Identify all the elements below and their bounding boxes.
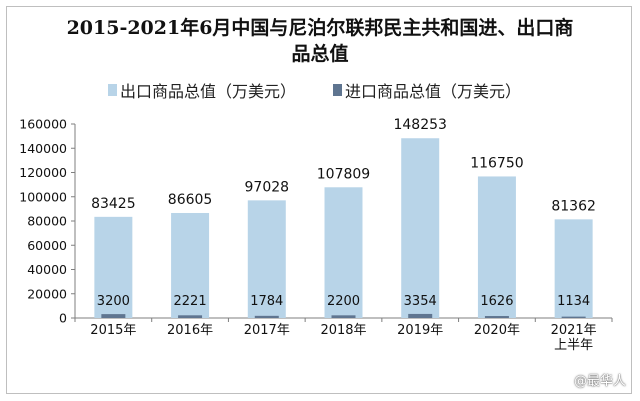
export-bar [171, 212, 210, 318]
import-bar [254, 315, 279, 318]
y-tick-label: 160000 [19, 117, 67, 132]
legend-item-export: 出口商品总值（万美元） [108, 80, 297, 101]
export-bar [554, 219, 593, 318]
y-tick-label: 0 [59, 311, 67, 326]
y-tick-label: 60000 [27, 238, 67, 253]
legend: 出口商品总值（万美元） 进口商品总值（万美元） [0, 80, 640, 101]
import-value-label: 1134 [557, 294, 590, 309]
export-bar [247, 200, 286, 318]
x-category-label: 2018年 [320, 323, 366, 338]
y-tick-label: 80000 [27, 214, 67, 229]
watermark: @最华人 [573, 374, 626, 389]
import-bar [484, 316, 509, 318]
x-category-label: 2021年上半年 [551, 323, 597, 353]
legend-item-import: 进口商品总值（万美元） [333, 80, 522, 101]
export-value-label: 81362 [551, 198, 596, 214]
export-value-label: 86605 [168, 192, 213, 208]
y-tick-label: 40000 [27, 262, 67, 277]
import-bar [408, 313, 433, 318]
x-category-label-line: 上半年 [554, 338, 593, 353]
import-bar [101, 314, 126, 318]
x-category-label: 2016年 [167, 323, 213, 338]
x-category-label: 2015年 [90, 323, 136, 338]
x-category-label: 2017年 [244, 323, 290, 338]
y-tick-label: 20000 [27, 286, 67, 301]
x-category-label-line: 2017年 [244, 323, 290, 338]
export-value-label: 148253 [393, 117, 446, 133]
import-value-label: 3200 [97, 294, 130, 309]
legend-label-import: 进口商品总值（万美元） [345, 82, 522, 101]
import-value-label: 3354 [404, 294, 437, 309]
x-category-label: 2020年 [474, 323, 520, 338]
import-value-label: 1784 [250, 294, 283, 309]
x-category-label-line: 2021年 [551, 323, 597, 338]
x-category-label-line: 2018年 [320, 323, 366, 338]
x-category-label: 2019年 [397, 323, 443, 338]
x-category-label-line: 2016年 [167, 323, 213, 338]
import-bar [331, 315, 356, 318]
y-tick-label: 100000 [19, 189, 67, 204]
export-value-label: 97028 [245, 179, 290, 195]
x-category-label-line: 2019年 [397, 323, 443, 338]
import-value-label: 1626 [480, 294, 513, 309]
chart-title: 2015-2021年6月中国与尼泊尔联邦民主共和国进、出口商 [66, 17, 574, 39]
export-bar [477, 176, 516, 318]
chart-frame [6, 6, 632, 394]
export-bar [401, 138, 440, 318]
legend-swatch-export [108, 84, 117, 96]
import-value-label: 2221 [174, 294, 207, 309]
import-bar [178, 315, 203, 318]
import-bar [561, 316, 586, 318]
legend-swatch-import [333, 84, 342, 96]
legend-label-export: 出口商品总值（万美元） [120, 82, 297, 101]
chart-title-continued: 品总值 [291, 43, 349, 65]
export-bar [324, 187, 363, 318]
export-value-label: 107809 [317, 166, 370, 182]
export-bar [94, 216, 133, 318]
x-category-label-line: 2020年 [474, 323, 520, 338]
x-category-label-line: 2015年 [90, 323, 136, 338]
y-tick-label: 140000 [19, 141, 67, 156]
export-value-label: 116750 [470, 155, 523, 171]
import-value-label: 2200 [327, 294, 360, 309]
y-tick-label: 120000 [19, 165, 67, 180]
export-value-label: 83425 [91, 196, 136, 212]
